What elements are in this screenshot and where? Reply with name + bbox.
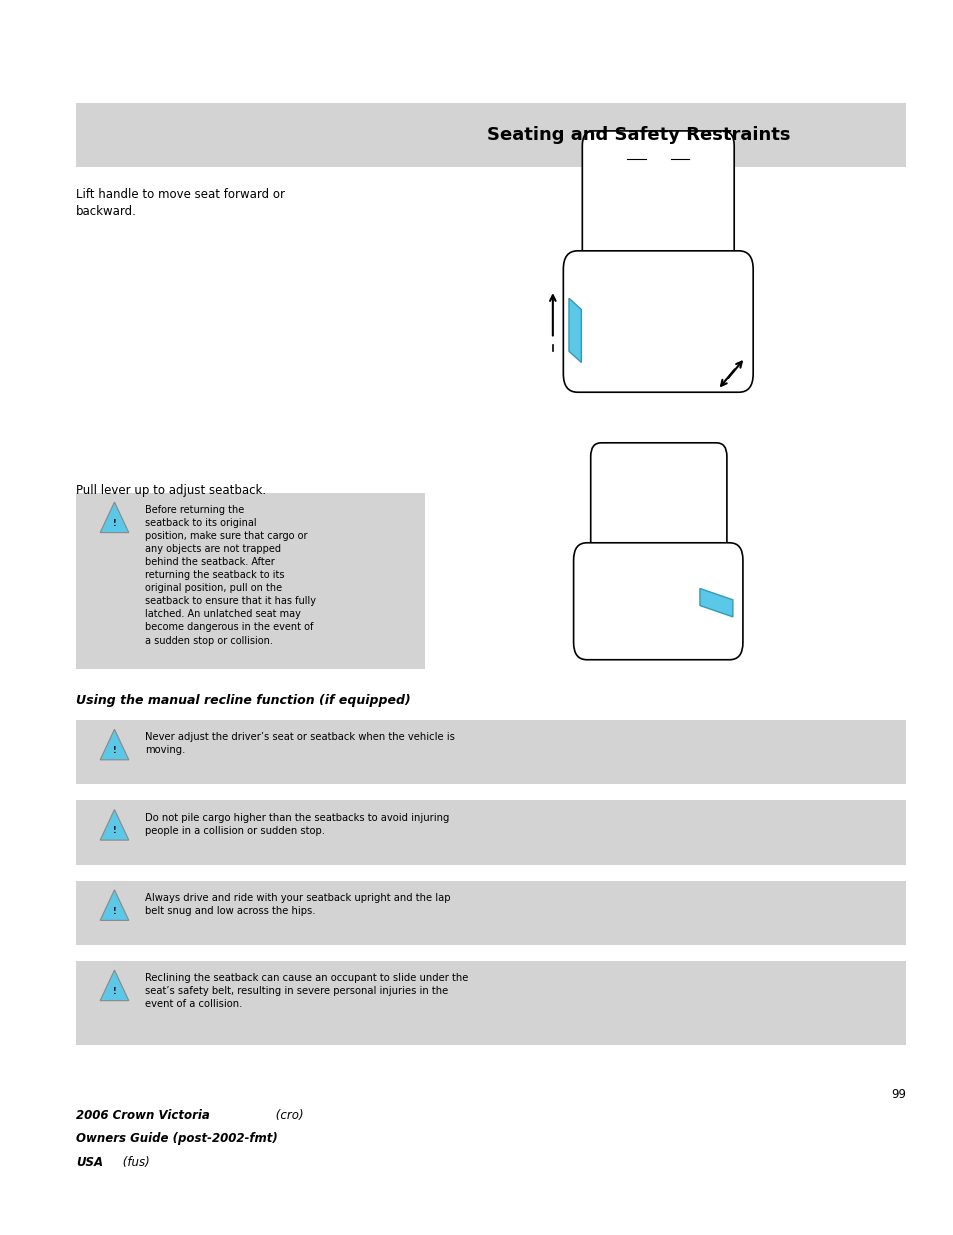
Text: !: ! [112, 987, 116, 995]
Text: Pull lever up to adjust seatback.: Pull lever up to adjust seatback. [76, 484, 266, 498]
Text: USA: USA [76, 1156, 103, 1170]
Text: Reclining the seatback can cause an occupant to slide under the
seat’s safety be: Reclining the seatback can cause an occu… [145, 973, 468, 1009]
Text: !: ! [112, 826, 116, 835]
FancyBboxPatch shape [76, 720, 905, 784]
Polygon shape [100, 971, 129, 1000]
Text: Using the manual recline function (if equipped): Using the manual recline function (if eq… [76, 694, 411, 708]
Polygon shape [100, 729, 129, 760]
FancyBboxPatch shape [76, 881, 905, 945]
Text: !: ! [112, 519, 116, 527]
FancyBboxPatch shape [562, 251, 752, 393]
Text: 99: 99 [890, 1088, 905, 1102]
Text: (fus): (fus) [119, 1156, 150, 1170]
FancyBboxPatch shape [590, 443, 726, 580]
Text: Never adjust the driver’s seat or seatback when the vehicle is
moving.: Never adjust the driver’s seat or seatba… [145, 732, 455, 756]
Text: 2006 Crown Victoria: 2006 Crown Victoria [76, 1109, 210, 1123]
Text: !: ! [112, 746, 116, 755]
Text: Owners Guide (post-2002-fmt): Owners Guide (post-2002-fmt) [76, 1132, 277, 1146]
FancyBboxPatch shape [76, 103, 905, 167]
Polygon shape [700, 588, 732, 616]
FancyBboxPatch shape [76, 800, 905, 864]
Text: Seating and Safety Restraints: Seating and Safety Restraints [487, 126, 790, 143]
Text: Lift handle to move seat forward or
backward.: Lift handle to move seat forward or back… [76, 188, 285, 217]
Text: (cro): (cro) [272, 1109, 303, 1123]
Text: Before returning the
seatback to its original
position, make sure that cargo or
: Before returning the seatback to its ori… [145, 505, 315, 646]
Text: Always drive and ride with your seatback upright and the lap
belt snug and low a: Always drive and ride with your seatback… [145, 893, 450, 916]
FancyBboxPatch shape [573, 543, 742, 659]
FancyBboxPatch shape [76, 961, 905, 1045]
Polygon shape [100, 810, 129, 840]
Text: !: ! [112, 906, 116, 915]
FancyBboxPatch shape [76, 493, 424, 669]
Polygon shape [568, 298, 580, 363]
FancyBboxPatch shape [581, 131, 734, 293]
Polygon shape [100, 889, 129, 920]
Polygon shape [100, 503, 129, 532]
Text: Do not pile cargo higher than the seatbacks to avoid injuring
people in a collis: Do not pile cargo higher than the seatba… [145, 813, 449, 836]
